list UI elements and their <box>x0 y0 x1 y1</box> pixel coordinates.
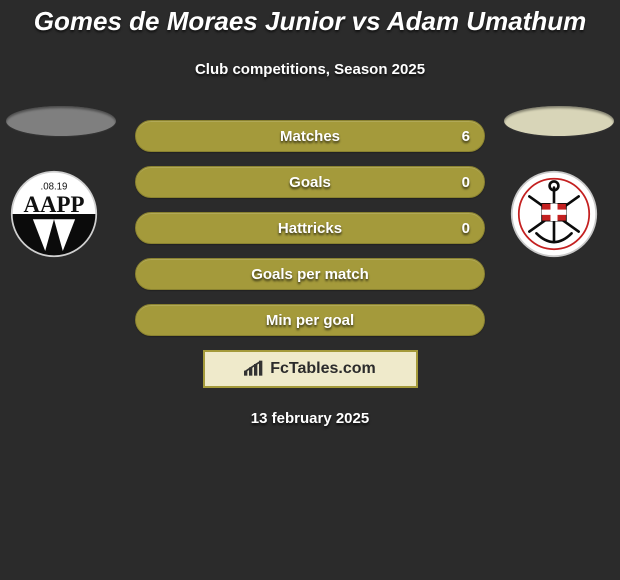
date-line: 13 february 2025 <box>0 410 620 427</box>
stat-right-value: 0 <box>448 213 484 243</box>
club-crest-right <box>510 170 610 260</box>
shield-icon: .08.19 AAPP <box>10 170 98 258</box>
stat-label: Min per goal <box>136 312 484 329</box>
player-ellipse-right <box>504 106 614 136</box>
crest-left-sub: .08.19 <box>41 181 68 192</box>
stat-label: Matches <box>136 128 484 145</box>
stat-label: Goals <box>136 174 484 191</box>
comparison-area: .08.19 AAPP <box>0 120 620 427</box>
stat-right-value: 6 <box>448 121 484 151</box>
stat-row-min-per-goal: Min per goal <box>135 304 485 336</box>
stat-right-value <box>456 259 484 289</box>
crest-left-label: AAPP <box>24 192 85 217</box>
subtitle: Club competitions, Season 2025 <box>0 61 620 78</box>
club-crest-left: .08.19 AAPP <box>10 170 110 260</box>
stat-right-value: 0 <box>448 167 484 197</box>
stat-label: Hattricks <box>136 220 484 237</box>
stat-row-goals-per-match: Goals per match <box>135 258 485 290</box>
bar-chart-icon <box>244 360 264 378</box>
stat-right-value <box>456 305 484 335</box>
stat-label: Goals per match <box>136 266 484 283</box>
stat-row-matches: Matches 6 <box>135 120 485 152</box>
shield-icon <box>510 170 598 258</box>
player-ellipse-left <box>6 106 116 136</box>
brand-text: FcTables.com <box>270 360 376 378</box>
stat-row-hattricks: Hattricks 0 <box>135 212 485 244</box>
stat-row-goals: Goals 0 <box>135 166 485 198</box>
page-title: Gomes de Moraes Junior vs Adam Umathum <box>8 6 612 37</box>
brand-box: FcTables.com <box>203 350 418 388</box>
